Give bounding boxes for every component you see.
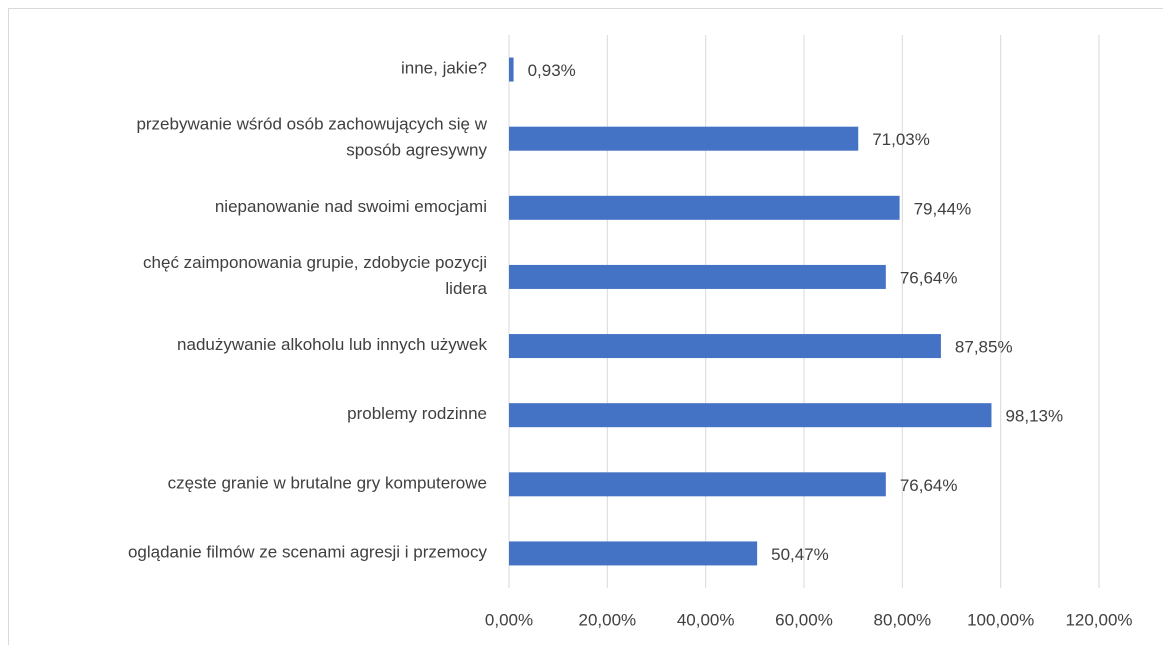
- data-label: 76,64%: [900, 268, 958, 287]
- data-label: 71,03%: [872, 130, 930, 149]
- x-tick-label: 120,00%: [1065, 610, 1132, 629]
- data-label: 76,64%: [900, 476, 958, 495]
- data-label: 0,93%: [528, 61, 576, 80]
- label-line: inne, jakie?: [401, 59, 487, 78]
- data-label: 87,85%: [955, 338, 1013, 357]
- bar: [509, 472, 886, 497]
- y-tick-label: nadużywanie alkoholu lub innych używek: [177, 336, 487, 355]
- x-tick-label: 80,00%: [873, 610, 931, 629]
- label-line: przebywanie wśród osób zachowujących się…: [136, 115, 487, 134]
- y-tick-label: problemy rodzinne: [347, 405, 487, 424]
- bar: [509, 264, 886, 289]
- y-tick-label: inne, jakie?: [401, 59, 487, 78]
- data-label: 98,13%: [1005, 407, 1063, 426]
- x-tick-label: 40,00%: [677, 610, 735, 629]
- bar: [509, 57, 514, 82]
- label-line: niepanowanie nad swoimi emocjami: [215, 197, 487, 216]
- label-line: lidera: [445, 279, 487, 298]
- data-label: 50,47%: [771, 545, 829, 564]
- x-tick-label: 0,00%: [485, 610, 533, 629]
- label-line: sposób agresywny: [346, 141, 487, 160]
- label-line: częste granie w brutalne gry komputerowe: [168, 474, 487, 493]
- bar: [509, 126, 859, 151]
- label-line: nadużywanie alkoholu lub innych używek: [177, 336, 487, 355]
- y-tick-label: chęć zaimponowania grupie, zdobycie pozy…: [143, 253, 487, 298]
- x-tick-label: 100,00%: [967, 610, 1034, 629]
- y-tick-label: niepanowanie nad swoimi emocjami: [215, 197, 487, 216]
- y-tick-label: oglądanie filmów ze scenami agresji i pr…: [128, 543, 488, 562]
- bar: [509, 541, 758, 566]
- label-line: problemy rodzinne: [347, 405, 487, 424]
- x-tick-label: 20,00%: [578, 610, 636, 629]
- data-label: 79,44%: [914, 199, 972, 218]
- bar: [509, 403, 992, 428]
- label-line: oglądanie filmów ze scenami agresji i pr…: [128, 543, 488, 562]
- x-tick-label: 60,00%: [775, 610, 833, 629]
- y-tick-label: częste granie w brutalne gry komputerowe: [168, 474, 487, 493]
- bar: [509, 334, 941, 359]
- y-tick-label: przebywanie wśród osób zachowujących się…: [136, 115, 487, 160]
- label-line: chęć zaimponowania grupie, zdobycie pozy…: [143, 253, 487, 272]
- chart-frame: [8, 8, 1163, 645]
- bar: [509, 195, 900, 220]
